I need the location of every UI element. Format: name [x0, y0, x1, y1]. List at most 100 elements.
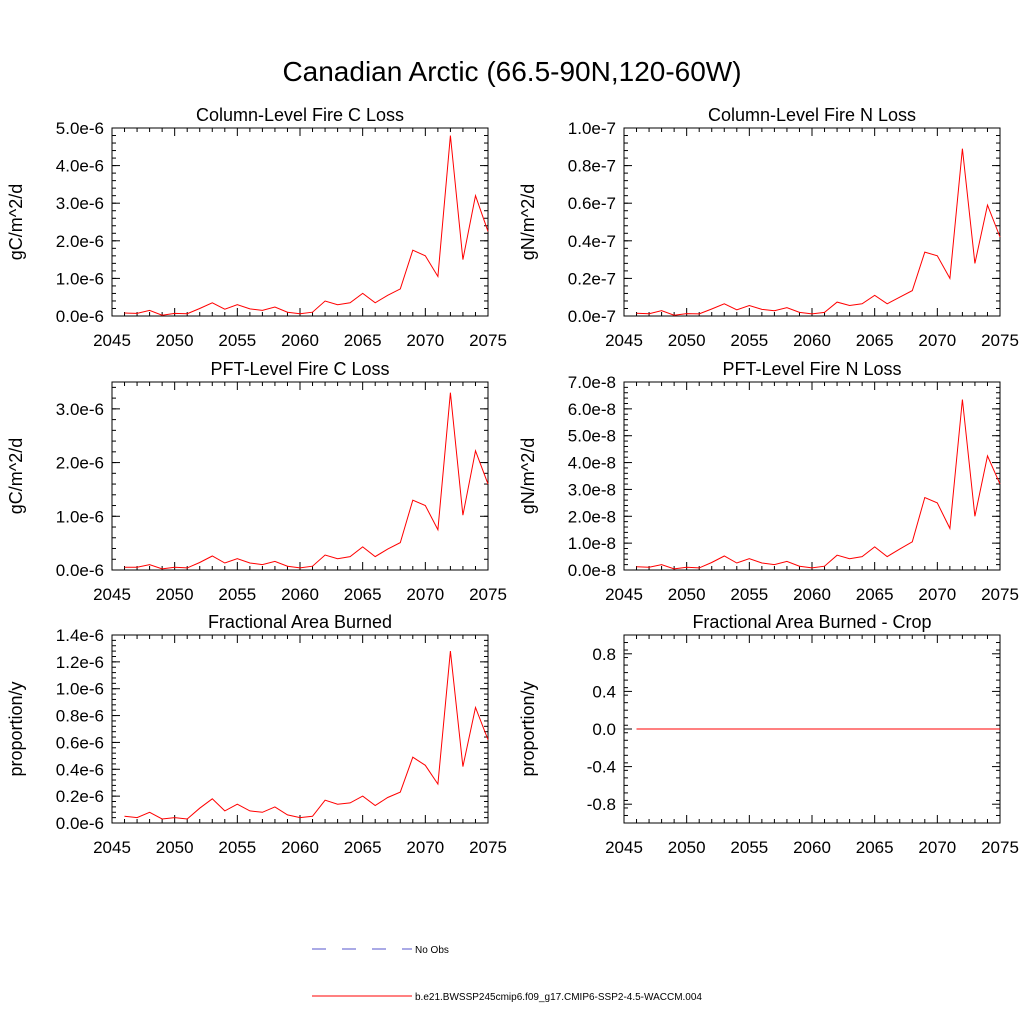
x-tick-label: 2060 [281, 838, 319, 857]
plot-frame [623, 127, 1001, 317]
y-tick-label: 0.8e-6 [56, 707, 104, 726]
x-tick-label: 2060 [793, 585, 831, 604]
x-tick-label: 2065 [344, 585, 382, 604]
x-tick-label: 2045 [605, 838, 643, 857]
x-tick-label: 2045 [605, 585, 643, 604]
x-tick-label: 2050 [156, 331, 194, 350]
panel-1: Column-Level Fire C Loss gC/m^2/d 2045 2050… [6, 105, 507, 350]
x-tick-label: 2055 [730, 838, 768, 857]
x-tick-label: 2045 [605, 331, 643, 350]
y-tick-label: 5.0e-8 [568, 427, 616, 446]
y-tick-label: 1.0e-6 [56, 269, 104, 288]
legend: No Obs b.e21.BWSSP245cmip6.f09_g17.CMIP6… [312, 945, 702, 1003]
x-tick-label: 2050 [668, 331, 706, 350]
y-tick-label: 0.4e-7 [568, 232, 616, 251]
x-tick-label: 2070 [406, 838, 444, 857]
y-tick-label: 2.0e-6 [56, 454, 104, 473]
y-tick-label: 0.8 [592, 645, 616, 664]
y-tick-label: 2.0e-6 [56, 232, 104, 251]
panel-title: PFT-Level Fire C Loss [210, 359, 389, 379]
series-line [636, 148, 1001, 316]
x-tick-label: 2065 [856, 585, 894, 604]
panel-6: Fractional Area Burned - Crop proportion/… [518, 612, 1019, 857]
plot-frame [111, 381, 489, 571]
panel-title: Column-Level Fire C Loss [196, 105, 404, 125]
x-tick-label: 2055 [730, 585, 768, 604]
y-tick-label: 5.0e-6 [56, 119, 104, 138]
x-tick-label: 2055 [218, 585, 256, 604]
y-tick-label: 1.0e-7 [568, 119, 616, 138]
x-tick-label: 2075 [981, 838, 1019, 857]
y-tick-label: -0.4 [587, 758, 616, 777]
plot-frame [111, 127, 489, 317]
y-tick-label: 3.0e-8 [568, 480, 616, 499]
y-tick-label: 0.0e-7 [568, 307, 616, 326]
y-tick-label: 3.0e-6 [56, 400, 104, 419]
panel-title: Fractional Area Burned [208, 612, 392, 632]
y-tick-label: 0.0 [592, 720, 616, 739]
x-tick-label: 2070 [406, 585, 444, 604]
y-tick-label: 1.0e-8 [568, 534, 616, 553]
x-tick-label: 2070 [918, 838, 956, 857]
panel-title: Fractional Area Burned - Crop [692, 612, 931, 632]
y-axis-label: proportion/y [6, 681, 26, 776]
figure-title: Canadian Arctic (66.5-90N,120-60W) [282, 56, 741, 87]
x-tick-label: 2045 [93, 331, 131, 350]
legend-label-model: b.e21.BWSSP245cmip6.f09_g17.CMIP6-SSP2-4… [415, 992, 702, 1003]
x-tick-label: 2060 [281, 585, 319, 604]
y-tick-label: 1.2e-6 [56, 653, 104, 672]
panel-5: Fractional Area Burned proportion/y 2045 20… [6, 612, 507, 857]
panels-group: Column-Level Fire C Loss gC/m^2/d 2045 2050… [6, 105, 1019, 857]
y-tick-label: -0.8 [587, 795, 616, 814]
x-tick-label: 2065 [856, 331, 894, 350]
x-tick-label: 2055 [218, 331, 256, 350]
y-axis-label: gC/m^2/d [6, 184, 26, 260]
x-tick-label: 2055 [730, 331, 768, 350]
y-tick-label: 2.0e-8 [568, 507, 616, 526]
y-axis-label: proportion/y [518, 681, 538, 776]
x-tick-label: 2050 [668, 838, 706, 857]
x-tick-label: 2075 [469, 331, 507, 350]
legend-label-no-obs: No Obs [415, 945, 449, 956]
y-tick-label: 0.8e-7 [568, 157, 616, 176]
y-tick-label: 0.4e-6 [56, 760, 104, 779]
panel-3: PFT-Level Fire C Loss gC/m^2/d 2045 2050 205… [6, 359, 507, 604]
x-tick-label: 2075 [981, 331, 1019, 350]
series-line [124, 135, 489, 316]
y-tick-label: 6.0e-8 [568, 400, 616, 419]
x-tick-label: 2065 [856, 838, 894, 857]
y-tick-label: 0.2e-7 [568, 269, 616, 288]
y-tick-label: 0.2e-6 [56, 787, 104, 806]
x-tick-label: 2060 [793, 838, 831, 857]
y-axis-label: gN/m^2/d [518, 438, 538, 514]
x-tick-label: 2060 [281, 331, 319, 350]
plot-frame [111, 634, 489, 824]
y-tick-label: 0.0e-6 [56, 814, 104, 833]
y-tick-label: 1.0e-6 [56, 680, 104, 699]
y-tick-label: 0.0e-6 [56, 561, 104, 580]
x-tick-label: 2045 [93, 585, 131, 604]
y-tick-label: 3.0e-6 [56, 194, 104, 213]
panel-4: PFT-Level Fire N Loss gN/m^2/d 2045 2050 205… [518, 359, 1019, 604]
x-tick-label: 2075 [981, 585, 1019, 604]
series-line [636, 399, 1001, 570]
x-tick-label: 2070 [918, 585, 956, 604]
y-tick-label: 4.0e-6 [56, 157, 104, 176]
y-tick-label: 1.0e-6 [56, 507, 104, 526]
x-tick-label: 2070 [406, 331, 444, 350]
y-tick-label: 1.4e-6 [56, 626, 104, 645]
x-tick-label: 2045 [93, 838, 131, 857]
x-tick-label: 2065 [344, 838, 382, 857]
y-tick-label: 0.6e-6 [56, 733, 104, 752]
x-tick-label: 2050 [156, 838, 194, 857]
x-tick-label: 2075 [469, 838, 507, 857]
panel-title: PFT-Level Fire N Loss [722, 359, 901, 379]
y-tick-label: 4.0e-8 [568, 454, 616, 473]
x-tick-label: 2075 [469, 585, 507, 604]
y-tick-label: 0.4 [592, 682, 616, 701]
x-tick-label: 2065 [344, 331, 382, 350]
plot-frame [623, 381, 1001, 571]
x-tick-label: 2060 [793, 331, 831, 350]
y-tick-label: 0.0e-6 [56, 307, 104, 326]
